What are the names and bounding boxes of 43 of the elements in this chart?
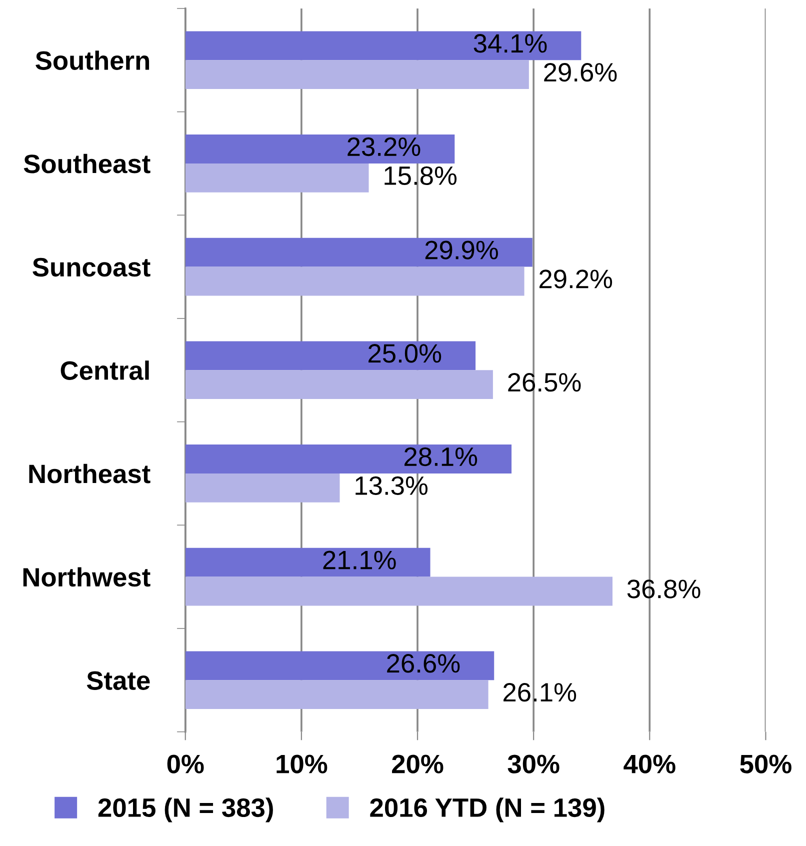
x-tick-label: 10% [276, 754, 328, 774]
bar [185, 134, 455, 164]
data-label: 36.8% [627, 580, 700, 598]
y-tick-label: State [86, 671, 150, 690]
bar [185, 651, 494, 680]
x-tick-label: 40% [624, 754, 676, 774]
bar [185, 576, 612, 606]
bar [185, 473, 340, 502]
x-tick-label: 0% [167, 754, 204, 774]
bar [185, 163, 369, 192]
x-tick-label: 20% [392, 754, 444, 774]
data-label: 28.1% [404, 447, 478, 466]
y-tick-label: Central [60, 360, 149, 380]
y-tick-label: Suncoast [32, 258, 150, 277]
y-tick-label: Southern [36, 50, 150, 70]
x-tick-label: 30% [508, 754, 560, 774]
bar [185, 548, 430, 577]
data-label: 26.5% [508, 372, 581, 392]
data-label: 25.0% [368, 344, 442, 363]
y-tick-label: Northeast [29, 464, 150, 484]
data-label: 23.2% [348, 137, 420, 156]
bar [185, 370, 493, 400]
data-label: 13.3% [356, 476, 428, 496]
bar [185, 444, 512, 474]
data-label: 34.1% [474, 34, 547, 53]
data-label: 26.1% [504, 682, 576, 702]
x-tick-label: 50% [740, 754, 792, 774]
data-label: 29.2% [540, 270, 612, 288]
data-label: 15.8% [384, 166, 457, 186]
bar [185, 31, 582, 60]
legend-label: 2016 YTD (N = 139) [370, 798, 604, 822]
bar [185, 266, 524, 296]
bar [185, 60, 529, 90]
data-label: 29.9% [425, 240, 498, 260]
bar [185, 238, 532, 267]
y-tick-label: Southeast [24, 154, 150, 174]
legend-label: 2015 (N = 383) [98, 798, 273, 822]
bar [185, 680, 488, 710]
y-tick-label: Northwest [23, 567, 150, 587]
data-label: 21.1% [323, 550, 396, 570]
data-label: 29.6% [544, 62, 617, 82]
data-label: 26.6% [387, 654, 460, 673]
bar [185, 341, 476, 370]
